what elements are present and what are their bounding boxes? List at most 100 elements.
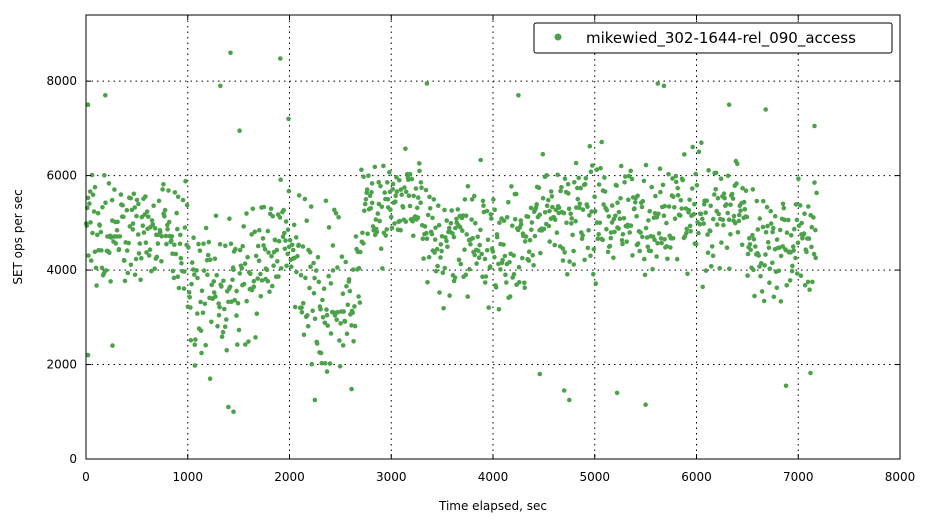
data-point	[421, 256, 426, 261]
data-point	[571, 248, 576, 254]
data-point	[752, 293, 757, 299]
data-point	[262, 246, 268, 252]
data-point	[725, 210, 730, 216]
data-point	[607, 243, 613, 249]
data-point	[465, 294, 471, 299]
data-point	[174, 210, 179, 216]
data-point	[813, 255, 818, 261]
data-point	[91, 209, 97, 214]
data-point	[763, 107, 768, 112]
data-point	[664, 244, 669, 249]
data-point	[209, 319, 214, 325]
data-point	[211, 279, 217, 284]
data-point	[608, 235, 614, 241]
data-point	[690, 144, 695, 150]
data-point	[480, 274, 485, 280]
data-point	[744, 214, 750, 220]
data-point	[724, 202, 729, 207]
data-point	[301, 332, 307, 338]
data-point	[294, 269, 299, 275]
data-point	[420, 236, 426, 241]
data-point	[761, 298, 767, 304]
data-point	[417, 161, 422, 166]
data-point	[97, 223, 102, 228]
y-tick-label: 4000	[46, 263, 77, 277]
data-point	[340, 291, 346, 297]
data-point	[764, 204, 770, 210]
data-point	[381, 163, 386, 169]
data-point	[378, 246, 384, 251]
data-point	[635, 193, 640, 199]
data-point	[255, 276, 260, 281]
data-point	[440, 270, 446, 276]
data-point	[261, 204, 267, 210]
data-point	[278, 266, 284, 271]
data-point	[656, 231, 662, 236]
data-point	[460, 213, 466, 218]
data-point	[350, 267, 356, 272]
data-point	[641, 178, 647, 184]
data-point	[219, 284, 224, 289]
data-point	[729, 191, 735, 197]
data-point	[403, 146, 408, 152]
data-point	[580, 233, 585, 238]
data-point	[88, 220, 93, 225]
data-point	[537, 371, 543, 377]
data-point	[131, 191, 137, 197]
data-point	[200, 310, 206, 316]
data-point	[694, 183, 700, 188]
data-point	[304, 218, 310, 223]
data-point	[90, 192, 96, 198]
data-point	[492, 254, 497, 260]
data-point	[154, 254, 160, 260]
data-point	[592, 208, 598, 214]
data-point	[727, 266, 732, 272]
data-point	[418, 180, 424, 185]
data-point	[759, 289, 765, 294]
data-point	[585, 245, 591, 251]
data-point	[530, 253, 535, 258]
data-point	[655, 81, 661, 86]
data-point	[269, 253, 274, 259]
data-point	[666, 171, 671, 177]
data-point	[178, 255, 184, 261]
data-point	[684, 226, 690, 232]
data-point	[344, 284, 349, 289]
data-point	[575, 185, 580, 191]
data-point	[328, 331, 334, 336]
data-point	[670, 176, 675, 181]
data-point	[332, 313, 338, 318]
data-point	[172, 190, 178, 195]
data-point	[481, 203, 486, 208]
data-point	[454, 216, 459, 222]
data-point	[547, 239, 552, 244]
data-point	[198, 328, 204, 334]
data-point	[366, 173, 371, 178]
data-point	[156, 198, 162, 204]
data-point	[290, 247, 296, 253]
data-point	[705, 250, 711, 255]
data-point	[280, 234, 286, 239]
data-point	[523, 234, 529, 239]
data-point	[392, 221, 397, 226]
data-point	[475, 234, 481, 240]
data-point	[375, 211, 381, 216]
data-point	[486, 305, 492, 310]
data-point	[296, 242, 302, 248]
data-point	[146, 253, 152, 258]
data-point	[700, 284, 705, 290]
data-point	[791, 248, 796, 253]
data-point	[673, 173, 679, 179]
data-point	[690, 186, 695, 191]
data-point	[527, 237, 533, 243]
data-point	[493, 285, 499, 290]
data-point	[596, 232, 601, 237]
data-point	[585, 204, 590, 209]
data-point	[763, 229, 769, 235]
data-point	[431, 197, 437, 202]
data-point	[373, 217, 379, 222]
data-point	[330, 268, 336, 273]
data-point	[520, 255, 525, 261]
data-point	[175, 194, 181, 200]
